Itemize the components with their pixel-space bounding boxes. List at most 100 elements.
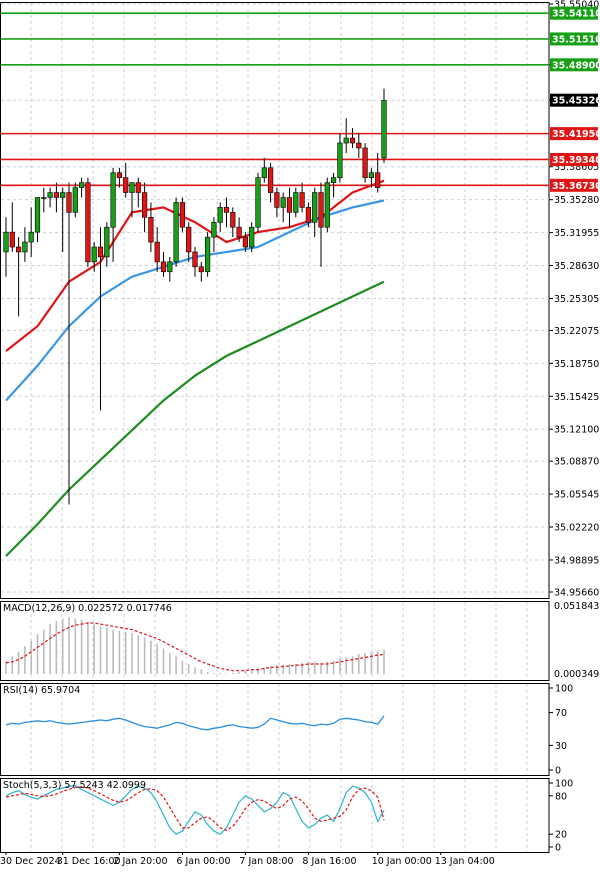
- candle-up: [337, 142, 343, 178]
- x-tick-label: 30 Dec 2024: [0, 856, 61, 867]
- level-tag: [550, 58, 598, 72]
- candle-down: [223, 207, 230, 213]
- candle-up: [79, 182, 85, 188]
- y-tick-label: 35.28630: [554, 261, 599, 272]
- candle-up: [167, 261, 173, 273]
- candle-down: [274, 192, 280, 208]
- stoch-tick-label: 20: [555, 830, 567, 841]
- main-panel-frame: [0, 2, 550, 599]
- y-tick-label: 35.15425: [554, 392, 599, 403]
- y-tick-label: 35.25305: [554, 294, 599, 305]
- candle-up: [293, 192, 299, 213]
- candle-down: [375, 172, 381, 188]
- x-tick-label: 13 Jan 04:00: [435, 856, 495, 867]
- candle-down: [142, 192, 148, 218]
- candles: [3, 88, 387, 505]
- y-tick-label: 35.12100: [554, 425, 599, 436]
- candle-down: [53, 192, 59, 198]
- candle-up: [330, 177, 337, 183]
- x-tick-label: 2 Jan 20:00: [113, 856, 167, 867]
- candle-up: [34, 197, 41, 233]
- candle-up: [255, 177, 261, 228]
- candle-up: [217, 207, 223, 223]
- candle-down: [116, 172, 122, 178]
- level-tag-label: 35.36730: [552, 181, 600, 192]
- candle-down: [236, 226, 242, 238]
- candle-down: [198, 266, 204, 273]
- y-tick-label: 35.05545: [554, 490, 599, 501]
- level-tag-label: 35.48900: [552, 60, 600, 71]
- level-tag: [550, 6, 598, 20]
- candle-up: [381, 100, 387, 159]
- current-price-label: 35.45326: [552, 96, 600, 107]
- candle-down: [123, 177, 129, 193]
- stoch-panel-frame: [0, 778, 550, 853]
- candle-down: [230, 212, 236, 228]
- candle-up: [41, 197, 47, 199]
- stoch-k-line: [5, 784, 385, 835]
- y-tick-label: 35.18750: [554, 359, 599, 370]
- level-tag: [550, 32, 598, 46]
- y-tick-label: 34.95660: [554, 588, 599, 599]
- candle-up: [173, 202, 179, 263]
- candle-up: [28, 231, 34, 243]
- macd-signal-line: [5, 622, 385, 672]
- horizontal-levels: [1, 12, 549, 187]
- y-tick-label: 35.08870: [554, 457, 599, 468]
- candle-up: [368, 172, 375, 178]
- y-tick-label: 34.98895: [554, 555, 599, 566]
- candle-down: [267, 167, 274, 193]
- indicator-panels: MACD(12,26,9) 0.022572 0.017746 RSI(14) 6…: [3, 603, 385, 835]
- level-tag: [550, 152, 598, 166]
- candle-up: [60, 192, 66, 198]
- candle-up: [3, 231, 9, 253]
- candle-down: [160, 261, 167, 273]
- candle-up: [72, 187, 78, 213]
- stoch-tick-label: 0: [555, 843, 561, 854]
- rsi-panel-frame: [0, 683, 550, 776]
- y-tick-label: 35.35280: [554, 195, 599, 206]
- candle-up: [47, 192, 53, 198]
- candle-down: [15, 246, 22, 253]
- candle-down: [9, 231, 15, 248]
- rsi-tick-label: 0: [555, 766, 561, 777]
- y-tick-label: 35.31955: [554, 228, 599, 239]
- candle-up: [211, 221, 217, 238]
- y-tick-label: 35.22075: [554, 326, 599, 337]
- x-tick-label: 7 Jan 08:00: [239, 856, 293, 867]
- level-tag-label: 35.51510: [552, 34, 600, 45]
- rsi-tick-label: 100: [555, 684, 573, 695]
- macd-tick-label: 0.000349: [554, 669, 599, 680]
- candle-down: [97, 246, 104, 258]
- y-tick-label: 35.55040: [554, 0, 599, 11]
- candle-up: [205, 236, 211, 273]
- level-tag-label: 35.41950: [552, 129, 600, 140]
- rsi-tick-label: 30: [555, 741, 567, 752]
- candle-up: [312, 192, 318, 223]
- candle-up: [104, 226, 110, 258]
- y-tick-label: 35.38605: [554, 162, 599, 173]
- level-tag-label: 35.39340: [552, 155, 600, 166]
- x-tick-label: 6 Jan 00:00: [176, 856, 230, 867]
- candle-down: [186, 226, 192, 253]
- candle-down: [318, 192, 324, 228]
- candle-up: [343, 137, 349, 144]
- x-tick-label: 31 Dec 16:00: [57, 856, 121, 867]
- candle-up: [261, 167, 267, 178]
- y-tick-label: 35.02220: [554, 523, 599, 534]
- candle-down: [349, 137, 356, 144]
- rsi-tick-label: 70: [555, 708, 567, 719]
- level-tag-label: 35.54110: [552, 9, 600, 20]
- candle-down: [356, 142, 362, 149]
- stoch-tick-label: 80: [555, 791, 567, 802]
- candle-down: [362, 147, 368, 178]
- candle-up: [129, 182, 135, 193]
- rsi-label: RSI(14) 65.9704: [3, 685, 80, 696]
- grid-lines: [0, 2, 550, 853]
- stoch-d-line: [5, 786, 385, 832]
- candle-down: [305, 207, 312, 223]
- candle-up: [249, 226, 255, 248]
- candle-up: [280, 197, 286, 208]
